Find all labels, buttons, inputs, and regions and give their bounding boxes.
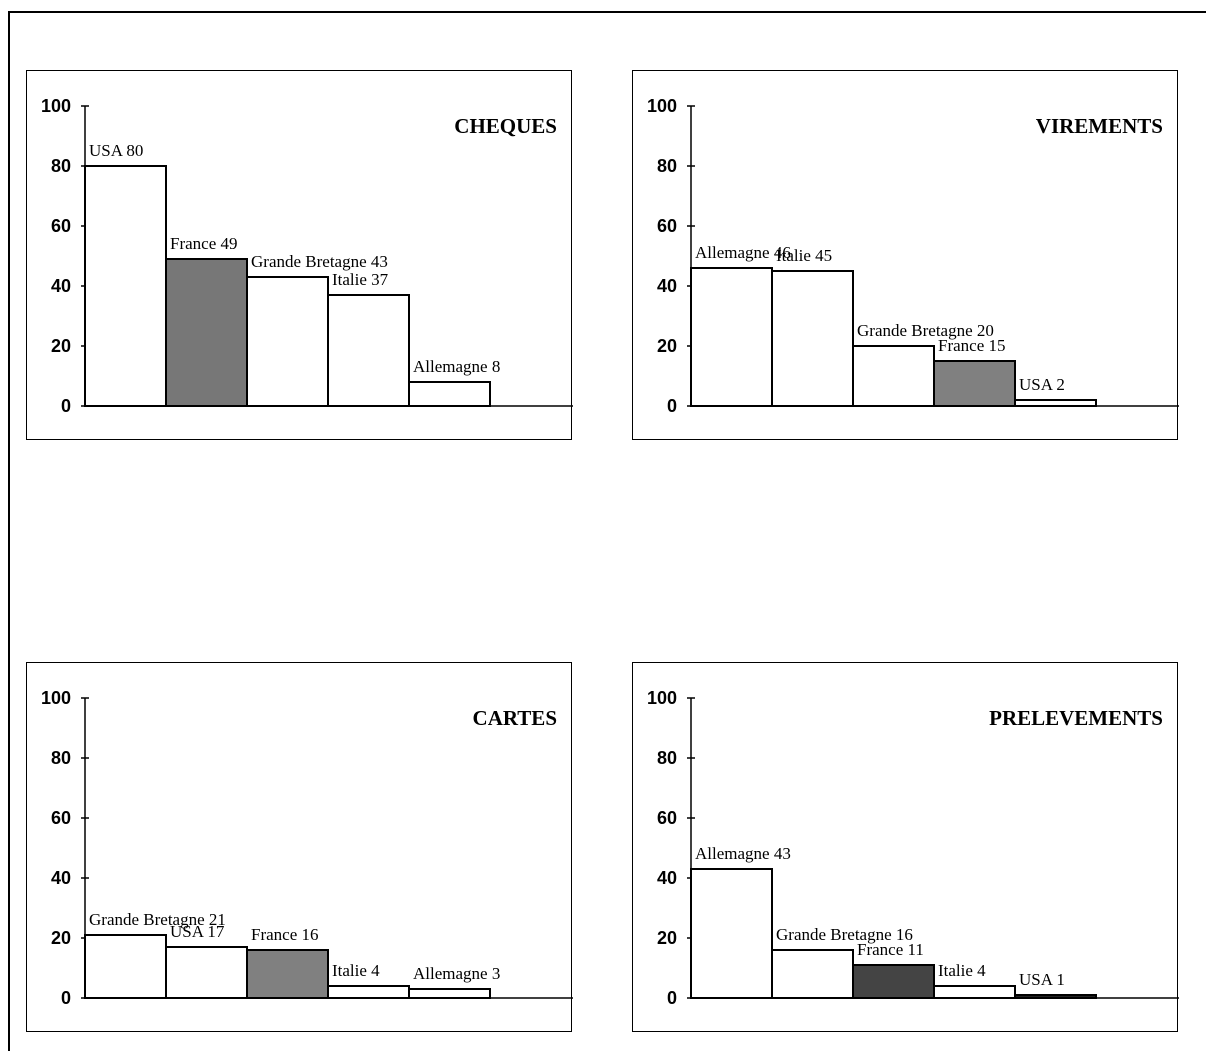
bar-label-usa: USA 17 bbox=[170, 922, 225, 941]
chart-cartes: 0 20 40 60 80 100 Grande Bretagne 21 USA 17 Fran… bbox=[26, 662, 573, 1032]
bar-label-allemagne: Allemagne 43 bbox=[695, 844, 791, 863]
bar-france bbox=[933, 360, 1016, 407]
figure-frame bbox=[8, 11, 1206, 1051]
bar-usa bbox=[84, 165, 167, 407]
bar-label-italie: Italie 4 bbox=[938, 961, 986, 980]
chart-cheques: 0 20 40 60 80 100 USA 80 France 49 Grande Bretag… bbox=[26, 70, 573, 440]
y-tick-label: 100 bbox=[647, 688, 677, 708]
chart-title: CARTES bbox=[473, 706, 557, 730]
y-tick-label: 20 bbox=[51, 336, 71, 356]
bar-allemagne bbox=[408, 381, 491, 407]
bar-label-france: France 15 bbox=[938, 336, 1006, 355]
y-tick-label: 100 bbox=[41, 688, 71, 708]
y-tick-label: 60 bbox=[51, 808, 71, 828]
y-tick-label: 0 bbox=[667, 396, 677, 416]
y-tick-label: 40 bbox=[51, 868, 71, 888]
bar-italie bbox=[327, 294, 410, 407]
y-tick-label: 60 bbox=[657, 808, 677, 828]
y-tick-label: 80 bbox=[51, 156, 71, 176]
y-tick-label: 100 bbox=[41, 96, 71, 116]
bar-allemagne bbox=[408, 988, 491, 999]
y-tick-label: 60 bbox=[657, 216, 677, 236]
bar-label-allemagne: Allemagne 8 bbox=[413, 357, 500, 376]
chart-title: PRELEVEMENTS bbox=[989, 706, 1163, 730]
y-tick-label: 0 bbox=[61, 396, 71, 416]
y-tick-label: 100 bbox=[647, 96, 677, 116]
bar-label-france: France 16 bbox=[251, 925, 319, 944]
bar-italie bbox=[933, 985, 1016, 999]
bar-france bbox=[246, 949, 329, 999]
bar-label-france: France 49 bbox=[170, 234, 238, 253]
bar-grande-bretagne bbox=[246, 276, 329, 407]
chart-svg: 0 20 40 60 80 100 USA 80 France 49 Grande Bretag… bbox=[41, 96, 573, 416]
chart-title: VIREMENTS bbox=[1036, 114, 1163, 138]
bar-label-italie: Italie 37 bbox=[332, 270, 389, 289]
chart-svg: 0 20 40 60 80 100 Allemagne 43 Grande Bretagne … bbox=[647, 688, 1179, 1008]
chart-title: CHEQUES bbox=[454, 114, 557, 138]
bar-label-grande-bretagne: Grande Bretagne 43 bbox=[251, 252, 388, 271]
y-tick-label: 80 bbox=[657, 156, 677, 176]
bar-usa bbox=[165, 946, 248, 999]
bar-label-grande-bretagne: Grande Bretagne 16 bbox=[776, 925, 913, 944]
y-tick-label: 20 bbox=[657, 336, 677, 356]
bar-label-italie: Italie 45 bbox=[776, 246, 832, 265]
y-tick-label: 80 bbox=[51, 748, 71, 768]
y-tick-label: 0 bbox=[667, 988, 677, 1008]
bar-italie bbox=[327, 985, 410, 999]
bar-grande-bretagne bbox=[771, 949, 854, 999]
bar-france bbox=[165, 258, 248, 407]
bar-label-france: France 11 bbox=[857, 940, 924, 959]
bar-allemagne bbox=[690, 267, 773, 407]
y-tick-label: 40 bbox=[51, 276, 71, 296]
y-tick-label: 20 bbox=[657, 928, 677, 948]
bar-label-usa: USA 80 bbox=[89, 141, 143, 160]
bar-label-allemagne: Allemagne 3 bbox=[413, 964, 500, 983]
y-tick-label: 40 bbox=[657, 276, 677, 296]
bar-allemagne bbox=[690, 868, 773, 999]
bar-grande-bretagne bbox=[84, 934, 167, 999]
bar-label-usa: USA 1 bbox=[1019, 970, 1065, 989]
chart-prelevements: 0 20 40 60 80 100 Allemagne 43 Grande Bretagne … bbox=[632, 662, 1179, 1032]
bar-label-allemagne: Allemagne 46 bbox=[695, 243, 791, 262]
bar-label-usa: USA 2 bbox=[1019, 375, 1065, 394]
bar-usa bbox=[1014, 399, 1097, 407]
y-tick-label: 80 bbox=[657, 748, 677, 768]
y-tick-label: 0 bbox=[61, 988, 71, 1008]
y-tick-label: 60 bbox=[51, 216, 71, 236]
chart-virements: 0 20 40 60 80 100 Allemagne 46 Italie 45 Grande … bbox=[632, 70, 1179, 440]
bar-france bbox=[852, 964, 935, 999]
bar-grande-bretagne bbox=[852, 345, 935, 407]
bar-italie bbox=[771, 270, 854, 407]
bar-label-grande-bretagne: Grande Bretagne 21 bbox=[89, 910, 226, 929]
bar-label-italie: Italie 4 bbox=[332, 961, 380, 980]
y-tick-label: 20 bbox=[51, 928, 71, 948]
bar-label-grande-bretagne: Grande Bretagne 20 bbox=[857, 321, 994, 340]
y-tick-label: 40 bbox=[657, 868, 677, 888]
